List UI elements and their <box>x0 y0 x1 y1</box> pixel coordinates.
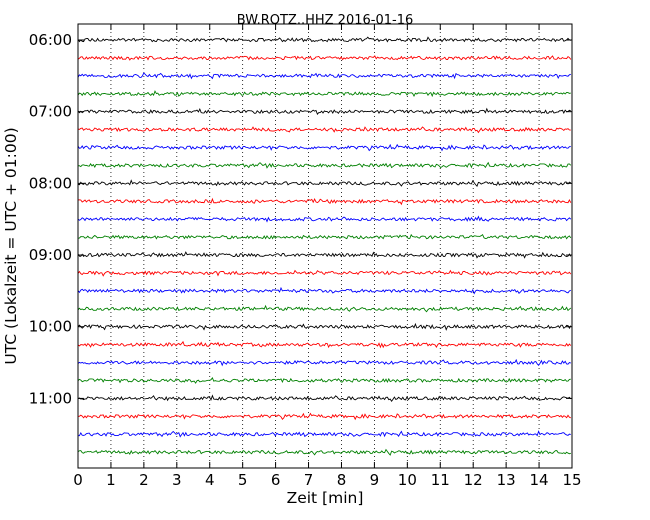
trace-rows <box>77 36 572 456</box>
y-tick-label: 09:00 <box>29 246 72 264</box>
x-tick-label: 0 <box>73 471 83 489</box>
trace-1100 <box>77 394 572 403</box>
chart-title: BW.ROTZ..HHZ 2016-01-16 <box>237 13 413 28</box>
x-tick-label: 15 <box>562 471 581 489</box>
trace-0845 <box>77 233 572 240</box>
y-tick-label: 10:00 <box>29 318 72 336</box>
trace-1145 <box>77 448 571 456</box>
trace-1030 <box>77 358 571 367</box>
y-axis-ticks: 06:00 07:00 08:00 09:00 10:00 11:00 <box>29 31 572 407</box>
x-tick-label: 10 <box>398 471 417 489</box>
x-tick-label: 8 <box>337 471 347 489</box>
trace-0800 <box>77 179 571 188</box>
x-axis-ticks: 0 1 2 3 4 5 6 7 8 9 10 11 12 13 14 15 <box>73 24 582 489</box>
trace-0745 <box>77 161 572 169</box>
trace-0730 <box>77 143 571 152</box>
x-axis-label: Zeit [min] <box>287 489 364 507</box>
x-tick-label: 1 <box>106 471 116 489</box>
trace-1115 <box>77 412 571 421</box>
trace-1130 <box>77 430 571 438</box>
x-tick-label: 5 <box>238 471 248 489</box>
plot-frame <box>77 23 573 469</box>
trace-0815 <box>77 197 572 206</box>
x-tick-label: 13 <box>497 471 516 489</box>
x-tick-label: 14 <box>530 471 549 489</box>
y-tick-label: 07:00 <box>29 103 72 121</box>
y-axis-label: UTC (Lokalzeit = UTC + 01:00) <box>2 127 20 364</box>
trace-1015 <box>77 340 572 349</box>
trace-1045 <box>77 377 571 384</box>
x-tick-label: 2 <box>139 471 149 489</box>
x-tick-label: 11 <box>431 471 450 489</box>
x-tick-label: 3 <box>172 471 182 489</box>
y-tick-label: 08:00 <box>29 174 72 192</box>
x-tick-label: 9 <box>370 471 380 489</box>
trace-0830 <box>77 215 572 223</box>
trace-0945 <box>77 304 572 313</box>
grid-lines <box>110 24 540 468</box>
trace-0615 <box>77 55 572 61</box>
trace-0715 <box>77 126 571 134</box>
x-tick-label: 4 <box>205 471 215 489</box>
x-tick-label: 6 <box>271 471 281 489</box>
trace-0915 <box>77 269 572 277</box>
trace-0645 <box>77 90 571 98</box>
y-tick-label: 11:00 <box>29 389 72 407</box>
trace-0930 <box>77 286 572 295</box>
trace-0900 <box>77 251 572 259</box>
trace-0600 <box>77 36 571 43</box>
y-tick-label: 06:00 <box>29 31 72 49</box>
trace-0630 <box>77 72 571 80</box>
x-tick-label: 7 <box>304 471 314 489</box>
trace-1000 <box>77 322 572 331</box>
x-tick-label: 12 <box>464 471 483 489</box>
trace-0700 <box>77 107 571 116</box>
